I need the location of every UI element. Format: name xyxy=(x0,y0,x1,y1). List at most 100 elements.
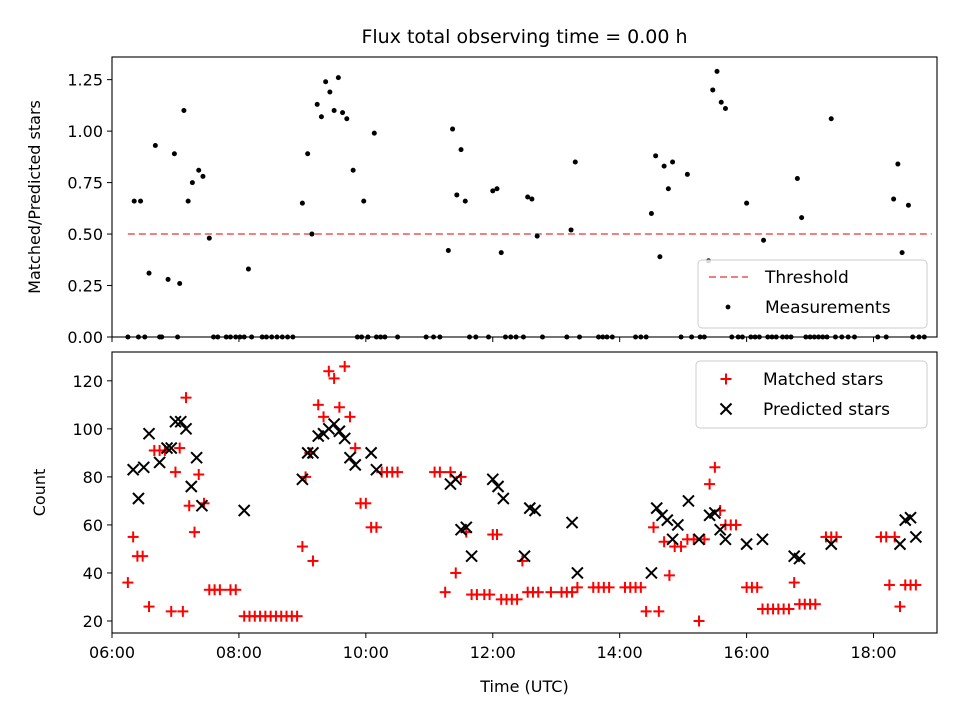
bottom-x-tick-label: 14:00 xyxy=(597,643,643,662)
predicted-stars-series xyxy=(126,415,923,580)
bottom-y-axis-label: Count xyxy=(30,469,49,517)
measurement-point xyxy=(138,198,144,204)
top-legend-box xyxy=(697,259,928,329)
measurement-point xyxy=(299,200,305,206)
predicted-star-point xyxy=(682,494,695,508)
measurement-point xyxy=(445,248,451,254)
bottom-x-tick-label: 08:00 xyxy=(216,643,262,662)
bottom-y-axis-ticks: 20 40 60 80 100 120 xyxy=(72,372,112,631)
legend-measurements-label: Measurements xyxy=(765,298,891,318)
measurement-point xyxy=(648,210,654,216)
measurement-point xyxy=(899,250,905,256)
measurement-point xyxy=(185,198,191,204)
bottom-x-tick-label: 18:00 xyxy=(850,643,896,662)
predicted-star-point xyxy=(788,549,801,563)
top-y-tick-label: 0.75 xyxy=(67,174,103,193)
measurement-point xyxy=(335,75,341,81)
measurement-point xyxy=(684,171,690,177)
measurement-point xyxy=(309,231,315,237)
measurement-point xyxy=(653,153,659,159)
measurement-point xyxy=(498,250,504,256)
measurement-point xyxy=(794,175,800,181)
predicted-star-point xyxy=(465,549,478,563)
measurement-point xyxy=(718,99,724,105)
predicted-star-point xyxy=(523,501,536,515)
predicted-star-point xyxy=(565,516,579,529)
predicted-star-point xyxy=(185,480,198,493)
measurement-point xyxy=(895,161,901,167)
bottom-legend-box xyxy=(695,360,928,429)
measurement-point xyxy=(177,280,183,286)
measurement-point xyxy=(905,202,911,208)
measurement-point xyxy=(371,130,377,136)
measurement-point xyxy=(450,126,456,132)
predicted-star-point xyxy=(165,441,178,455)
predicted-star-point xyxy=(137,461,150,474)
measurement-point xyxy=(318,114,324,120)
bottom-x-tick-label: 12:00 xyxy=(470,643,516,662)
bottom-panel: Count Time (UTC) 20 40 60 80 100 120 06:00 08:… xyxy=(30,351,938,696)
predicted-star-point xyxy=(327,417,341,431)
measurement-point xyxy=(744,200,750,206)
predicted-star-point xyxy=(169,415,182,428)
predicted-star-point xyxy=(296,473,309,486)
predicted-star-point xyxy=(825,537,838,551)
measurement-point xyxy=(710,87,716,93)
measurement-point xyxy=(722,105,728,111)
measurement-point xyxy=(344,116,350,122)
predicted-star-point xyxy=(174,415,187,428)
bottom-y-tick-label: 80 xyxy=(83,468,103,487)
bottom-x-tick-label: 06:00 xyxy=(89,643,135,662)
measurement-point xyxy=(152,143,158,149)
predicted-star-point xyxy=(692,533,706,546)
predicted-star-point xyxy=(645,566,658,580)
bottom-x-tick-label: 16:00 xyxy=(724,643,770,662)
bottom-legend: Matched stars Predicted stars xyxy=(695,360,928,429)
measurement-point xyxy=(529,196,535,202)
measurement-point xyxy=(568,227,574,233)
measurement-point xyxy=(670,159,676,165)
predicted-star-point xyxy=(893,537,907,551)
predicted-star-point xyxy=(179,422,193,436)
measurement-point xyxy=(131,198,137,204)
legend-measurements-swatch xyxy=(725,304,731,310)
legend-predicted-marker xyxy=(719,402,733,416)
predicted-star-point xyxy=(713,523,727,536)
predicted-star-point xyxy=(190,451,203,464)
measurement-point xyxy=(761,237,767,243)
top-y-tick-label: 0.25 xyxy=(67,277,103,296)
predicted-star-point xyxy=(518,549,531,563)
measurement-point xyxy=(494,186,500,192)
bottom-y-tick-label: 60 xyxy=(83,516,103,535)
measurement-point xyxy=(189,180,195,186)
predicted-star-point xyxy=(370,463,383,476)
predicted-star-point xyxy=(650,501,663,515)
predicted-star-point xyxy=(460,521,473,534)
top-y-tick-label: 1.25 xyxy=(67,71,103,90)
predicted-star-point xyxy=(301,446,314,460)
predicted-star-point xyxy=(338,432,351,445)
predicted-star-point xyxy=(126,463,140,476)
top-y-tick-label: 0.50 xyxy=(67,225,103,244)
predicted-star-point xyxy=(756,533,769,546)
predicted-star-point xyxy=(343,451,357,464)
bottom-y-tick-label: 120 xyxy=(72,372,103,391)
predicted-star-point xyxy=(719,533,732,546)
predicted-star-point xyxy=(142,427,156,440)
top-y-tick-label: 0.00 xyxy=(67,328,103,347)
predicted-star-point xyxy=(160,441,174,455)
measurement-point xyxy=(799,215,805,221)
top-y-tick-label: 1.00 xyxy=(67,122,103,141)
legend-predicted-swatch xyxy=(719,402,733,416)
measurement-point xyxy=(340,110,346,116)
measurement-point xyxy=(196,167,202,173)
measurement-point xyxy=(314,101,320,107)
measurement-point xyxy=(714,68,720,74)
predicted-star-point xyxy=(661,513,674,527)
measurement-point xyxy=(361,198,367,204)
predicted-star-point xyxy=(708,506,722,520)
measurement-point xyxy=(534,233,540,239)
predicted-star-point xyxy=(666,533,679,546)
